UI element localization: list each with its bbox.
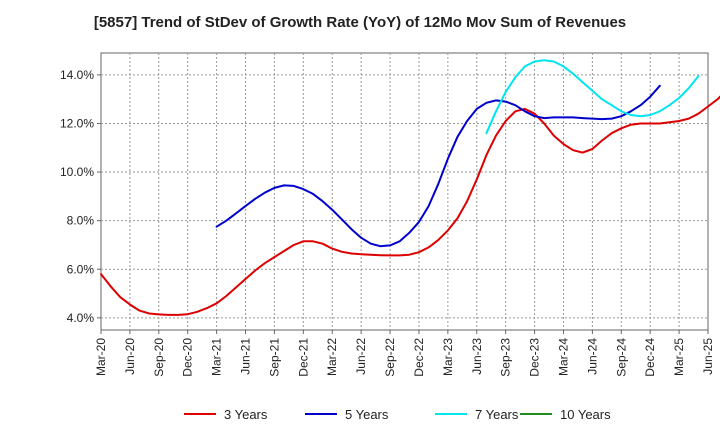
- x-tick-label: Dec-21: [296, 338, 310, 377]
- y-tick-label: 14.0%: [60, 68, 94, 82]
- x-tick-label: Jun-20: [123, 338, 137, 375]
- x-tick-label: Jun-23: [470, 338, 484, 375]
- x-tick-label: Sep-23: [499, 338, 513, 377]
- legend-label-7-years: 7 Years: [475, 407, 519, 422]
- legend: 3 Years 5 Years 7 Years 10 Years: [184, 407, 611, 422]
- y-tick-label: 10.0%: [60, 165, 94, 179]
- x-tick-label: Mar-21: [210, 338, 224, 376]
- x-tick-label: Sep-24: [614, 338, 628, 377]
- y-tick-label: 12.0%: [60, 116, 94, 130]
- x-tick-label: Sep-22: [383, 338, 397, 377]
- x-tick-label: Mar-25: [672, 338, 686, 376]
- x-tick-label: Mar-23: [441, 338, 455, 376]
- axis-labels: Mar-20 Jun-20 Sep-20 Dec-20 Mar-21 Jun-21 Sep-…: [60, 68, 715, 377]
- y-tick-label: 6.0%: [67, 262, 95, 276]
- grid-lines: [101, 53, 708, 330]
- x-tick-label: Jun-21: [239, 338, 253, 375]
- x-tick-label: Jun-24: [585, 338, 599, 375]
- series-line-3-years: [100, 95, 720, 316]
- x-tick-label: Dec-20: [181, 338, 195, 377]
- x-tick-label: Mar-24: [556, 338, 570, 376]
- x-tick-label: Sep-20: [152, 338, 166, 377]
- chart-title: [5857] Trend of StDev of Growth Rate (Yo…: [93, 14, 627, 31]
- y-tick-label: 4.0%: [67, 311, 95, 325]
- x-tick-label: Mar-20: [94, 338, 108, 376]
- series-line-7-years: [485, 59, 700, 135]
- x-tick-label: Sep-21: [267, 338, 281, 377]
- x-tick-label: Mar-22: [325, 338, 339, 376]
- legend-label-10-years: 10 Years: [560, 407, 611, 422]
- x-tick-label: Dec-24: [643, 338, 657, 377]
- x-tick-label: Dec-23: [528, 338, 542, 377]
- legend-label-3-years: 3 Years: [224, 407, 268, 422]
- x-tick-label: Jun-22: [354, 338, 368, 375]
- y-tick-label: 8.0%: [67, 214, 95, 228]
- x-tick-label: Dec-22: [412, 338, 426, 377]
- legend-label-5-years: 5 Years: [345, 407, 389, 422]
- plot-area: [100, 52, 709, 331]
- series-line-5-years: [215, 84, 661, 248]
- series-lines: [100, 59, 720, 316]
- x-tick-label: Jun-25: [701, 338, 715, 375]
